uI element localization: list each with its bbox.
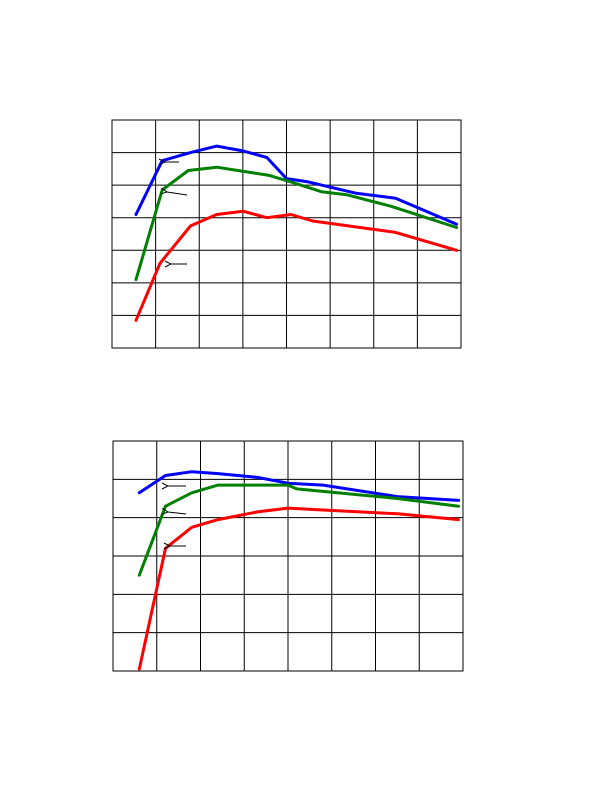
plot-frame xyxy=(111,119,462,349)
plot-frame xyxy=(112,440,464,672)
series-line-2 xyxy=(137,483,461,577)
series-line-3 xyxy=(134,209,459,322)
series-line-2 xyxy=(134,165,459,282)
annotation-arrow-2 xyxy=(167,192,188,196)
chart-bottom xyxy=(112,440,464,672)
series-line-3 xyxy=(137,506,461,671)
series-line-1 xyxy=(134,144,459,226)
annotation-arrow-2 xyxy=(168,512,187,514)
series-line-1 xyxy=(137,470,461,502)
chart-top xyxy=(111,119,462,349)
